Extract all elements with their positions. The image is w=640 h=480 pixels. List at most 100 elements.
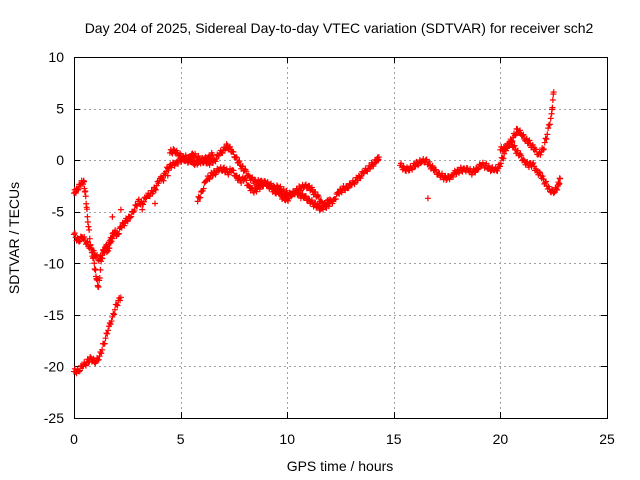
data-point-dense xyxy=(533,146,540,153)
data-point-dense xyxy=(86,226,93,233)
y-tick-label: -10 xyxy=(44,255,64,271)
data-point-dense xyxy=(543,136,550,143)
data-point xyxy=(220,165,227,172)
data-point-dense xyxy=(475,165,482,172)
data-point xyxy=(542,179,549,186)
data-point xyxy=(505,141,512,148)
data-point-dense xyxy=(207,155,214,162)
y-tick-label: -20 xyxy=(44,358,64,374)
data-point-dense xyxy=(76,238,83,245)
data-point-dense xyxy=(260,183,267,190)
data-point-dense xyxy=(308,197,315,204)
data-point-dense xyxy=(203,157,210,164)
data-point xyxy=(82,193,89,200)
data-point-dense xyxy=(75,185,82,192)
y-tick-label: -5 xyxy=(52,204,65,220)
data-point-dense xyxy=(81,233,88,240)
data-point-dense xyxy=(351,181,358,188)
data-point-dense xyxy=(511,142,518,149)
data-point-dense xyxy=(97,266,104,273)
data-point-dense xyxy=(528,142,535,149)
data-point-dense xyxy=(94,251,101,258)
y-tick-label: 10 xyxy=(48,49,64,65)
data-points xyxy=(71,89,564,377)
data-point-dense xyxy=(320,206,327,213)
data-point-dense xyxy=(101,249,108,256)
x-tick-label: 20 xyxy=(493,431,509,447)
data-point xyxy=(424,195,431,202)
data-point-dense xyxy=(72,190,79,197)
data-point xyxy=(83,239,90,246)
data-point-dense xyxy=(426,158,433,165)
data-point-dense xyxy=(554,186,561,193)
data-point-dense xyxy=(474,166,481,173)
data-point-dense xyxy=(74,187,81,194)
data-point-dense xyxy=(549,104,556,111)
data-point-dense xyxy=(107,321,114,328)
data-point-dense xyxy=(76,367,83,374)
data-point xyxy=(117,206,124,213)
data-point-dense xyxy=(514,147,521,154)
data-point-dense xyxy=(502,145,509,152)
data-point-dense xyxy=(123,217,130,224)
data-point-dense xyxy=(546,121,553,128)
data-point-dense xyxy=(314,201,321,208)
data-point-dense xyxy=(128,213,135,220)
data-point-dense xyxy=(329,200,336,207)
data-point-dense xyxy=(277,189,284,196)
data-point xyxy=(164,172,171,179)
data-point-dense xyxy=(206,176,213,183)
data-point xyxy=(152,186,159,193)
data-point xyxy=(91,260,98,267)
data-point xyxy=(375,154,382,161)
y-tick-label: 5 xyxy=(56,101,64,117)
data-point-dense xyxy=(549,97,556,104)
data-point-dense xyxy=(131,207,138,214)
data-point xyxy=(540,146,547,153)
data-point-dense xyxy=(256,186,263,193)
data-point-dense xyxy=(87,242,94,249)
data-point-dense xyxy=(76,237,83,244)
data-point-dense xyxy=(315,194,322,201)
data-point-dense xyxy=(243,168,250,175)
data-point-dense xyxy=(520,131,527,138)
y-axis-label: SDTVAR / TECUs xyxy=(6,182,22,294)
x-tick-label: 25 xyxy=(599,431,615,447)
data-point xyxy=(322,201,329,208)
data-point-dense xyxy=(197,194,204,201)
data-point-dense xyxy=(85,223,92,230)
data-point-dense xyxy=(115,230,122,237)
data-point-dense xyxy=(517,127,524,134)
data-point-dense xyxy=(226,145,233,152)
data-point-dense xyxy=(124,218,131,225)
data-point-dense xyxy=(511,132,518,139)
data-point xyxy=(550,89,557,96)
data-point-dense xyxy=(99,346,106,353)
data-point xyxy=(209,151,216,158)
data-point-dense xyxy=(501,150,508,157)
data-point-dense xyxy=(114,302,121,309)
data-point-dense xyxy=(450,173,457,180)
data-point-dense xyxy=(233,154,240,161)
data-point-dense xyxy=(500,155,507,162)
data-point xyxy=(194,198,201,205)
data-point-dense xyxy=(542,135,549,142)
data-point-dense xyxy=(213,155,220,162)
data-point-dense xyxy=(443,176,450,183)
data-point xyxy=(160,177,167,184)
data-point-dense xyxy=(510,143,517,150)
data-point-dense xyxy=(170,146,177,153)
data-point-dense xyxy=(539,173,546,180)
data-point-dense xyxy=(540,146,547,153)
data-point-dense xyxy=(84,213,91,220)
data-point-dense xyxy=(543,178,550,185)
data-point-dense xyxy=(545,125,552,132)
x-tick-label: 10 xyxy=(279,431,295,447)
data-point xyxy=(292,188,299,195)
data-point-dense xyxy=(518,152,525,159)
data-point-dense xyxy=(186,155,193,162)
y-tick-label: -15 xyxy=(44,307,64,323)
data-point xyxy=(109,235,116,242)
data-point-dense xyxy=(537,151,544,158)
